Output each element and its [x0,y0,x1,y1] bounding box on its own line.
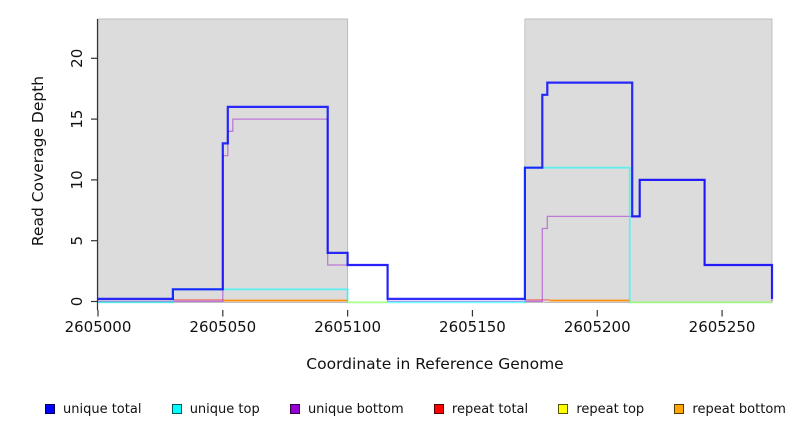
x-tick-label: 2605000 [65,318,132,336]
x-tick-label: 2605200 [564,318,631,336]
x-axis-title: Coordinate in Reference Genome [306,355,564,373]
x-tick-label: 2605050 [189,318,256,336]
legend-swatch-repeat-total [433,404,444,414]
y-tick-label: 5 [68,236,86,246]
legend-label: repeat top [576,401,645,417]
legend-item-unique-bottom: unique bottom [289,401,404,417]
y-tick-label: 15 [68,110,86,129]
x-tick-label: 2605100 [314,318,381,336]
right-gray-region [524,18,773,303]
y-tick-label: 10 [68,170,86,189]
legend-item-unique-top: unique top [171,401,260,417]
x-tick-label: 2605150 [439,318,506,336]
legend-item-repeat-top: repeat top [558,402,644,417]
x-tick-label: 2605250 [689,318,756,336]
legend-swatch-repeat-top [558,404,569,414]
y-tick-label: 0 [68,297,86,307]
legend: unique total unique top unique bottom repea… [45,398,786,420]
legend-label: unique top [189,401,260,417]
legend-swatch-unique-top [171,404,182,414]
y-tick-label: 20 [68,49,86,68]
legend-item-repeat-total: repeat total [433,401,529,417]
legend-item-repeat-bottom: repeat bottom [674,402,786,417]
legend-label: repeat bottom [692,401,786,417]
legend-swatch-unique-bottom [289,404,300,414]
legend-item-unique-total: unique total [45,402,141,417]
y-axis-title: Read Coverage Depth [29,75,47,247]
series-line-unique-total [98,81,774,300]
legend-label: repeat total [451,401,529,417]
legend-swatch-unique-total [45,404,55,414]
legend-label: unique bottom [307,401,404,417]
legend-swatch-repeat-bottom [674,404,685,414]
legend-label: unique total [63,401,142,417]
